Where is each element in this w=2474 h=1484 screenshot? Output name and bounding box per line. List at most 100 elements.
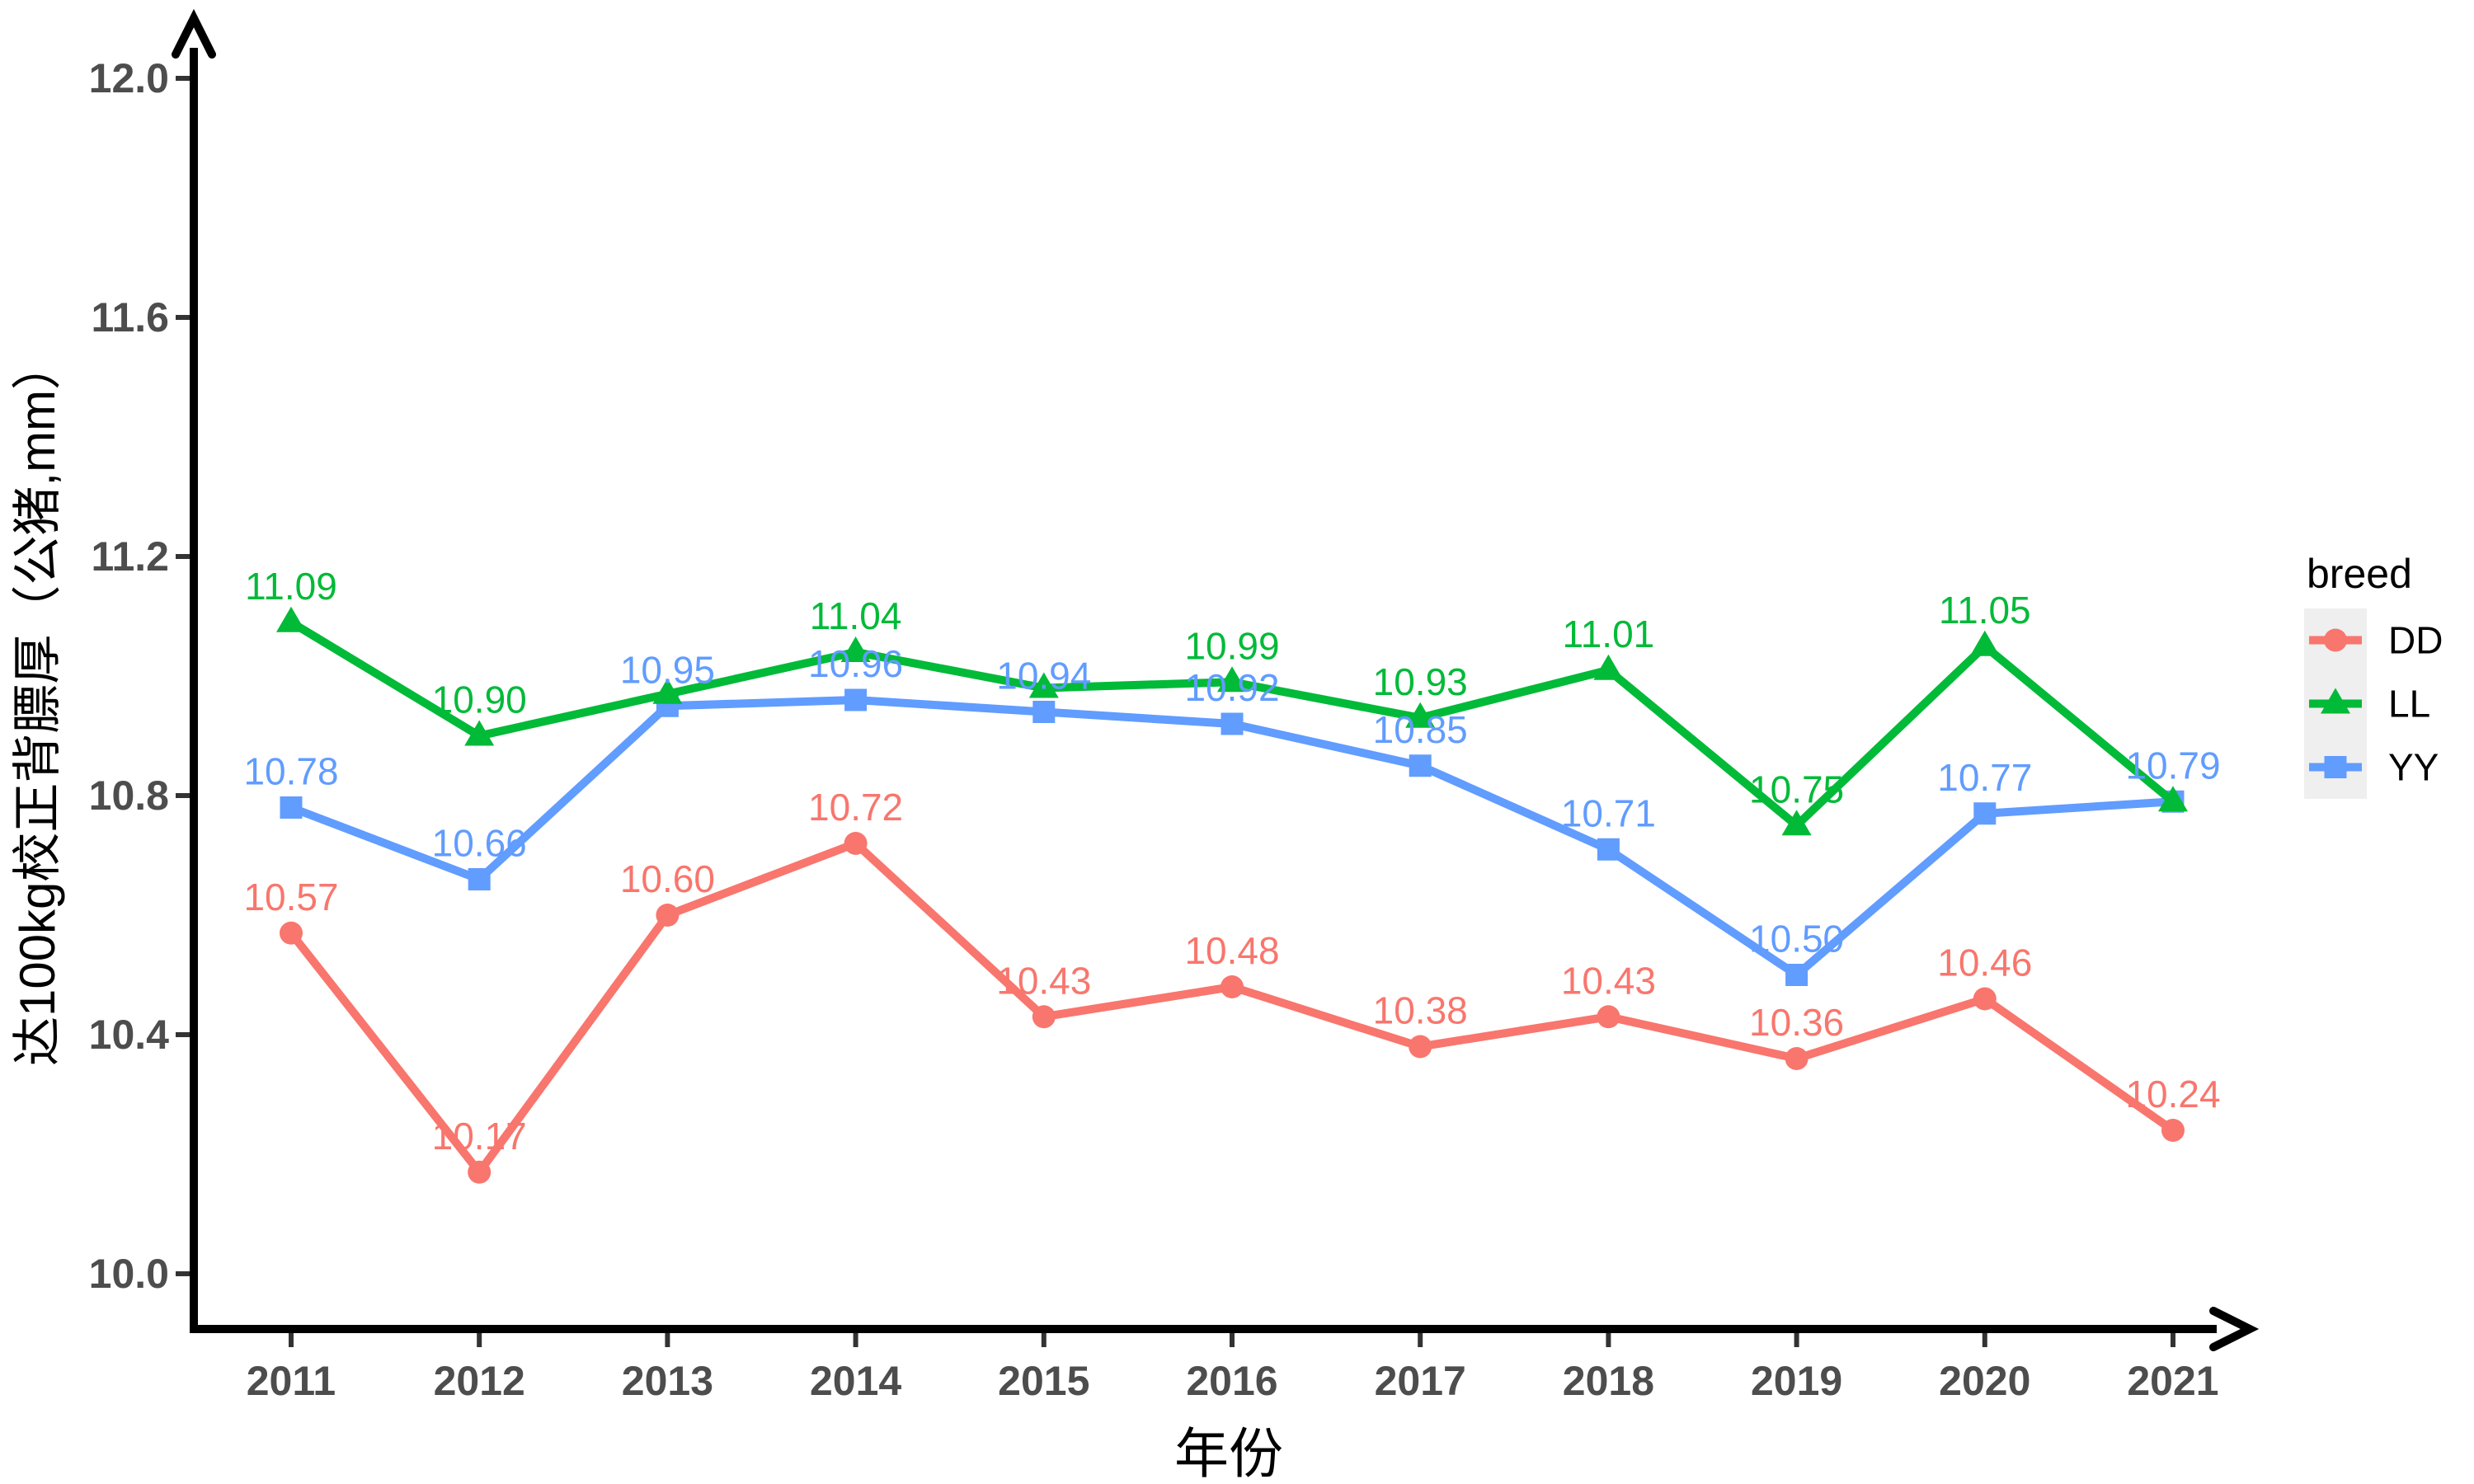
x-axis-title: 年份 (1174, 1423, 1283, 1484)
point-DD-2021 (2161, 1119, 2185, 1142)
point-LL-2016 (1217, 666, 1247, 693)
data-label-DD-2015: 10.43 (996, 959, 1091, 1002)
point-LL-2012 (464, 720, 495, 746)
data-label-LL-2012: 10.90 (432, 679, 527, 721)
data-label-YY-2021: 10.79 (2125, 744, 2220, 787)
data-label-LL-2014: 11.04 (810, 594, 902, 637)
data-label-LL-2019: 10.75 (1749, 768, 1844, 810)
data-label-YY-2013: 10.95 (620, 648, 715, 691)
axes-layer: 12.0 11.6 11.2 10.8 10.4 10.0 2011 2012 2013 2014… (89, 8, 2260, 1404)
legend-entry-label: DD (2388, 619, 2443, 662)
point-YY-2017 (1409, 754, 1432, 777)
point-DD-2017 (1409, 1035, 1432, 1059)
data-label-YY-2015: 10.94 (996, 655, 1091, 697)
x-tick-label: 2014 (810, 1358, 901, 1404)
data-label-DD-2013: 10.60 (620, 857, 715, 900)
point-LL-2020 (1969, 630, 2000, 656)
data-label-LL-2011: 11.09 (245, 565, 337, 608)
point-DD-2019 (1785, 1047, 1808, 1070)
data-label-YY-2014: 10.96 (808, 642, 903, 685)
x-tick-label: 2021 (2127, 1358, 2218, 1404)
data-label-DD-2012: 10.17 (432, 1115, 527, 1158)
point-DD-2013 (656, 904, 680, 927)
point-YY-2015 (1032, 701, 1056, 723)
data-label-DD-2011: 10.57 (243, 876, 338, 918)
data-label-DD-2019: 10.36 (1749, 1001, 1844, 1044)
point-YY-2012 (468, 868, 491, 890)
data-label-DD-2021: 10.24 (2125, 1073, 2220, 1115)
point-LL-2011 (276, 606, 306, 632)
series-DD (280, 832, 2185, 1184)
point-LL-2017 (1405, 702, 1436, 728)
series-YY (280, 688, 2185, 986)
data-label-LL-2017: 10.93 (1373, 660, 1468, 703)
data-label-YY-2018: 10.71 (1561, 791, 1656, 834)
x-tick-label: 2013 (622, 1358, 713, 1404)
data-label-DD-2017: 10.38 (1373, 989, 1468, 1032)
point-DD-2014 (844, 832, 868, 855)
point-YY-2014 (844, 688, 868, 711)
point-DD-2012 (468, 1160, 492, 1184)
y-tick-label: 10.4 (89, 1012, 170, 1058)
point-LL-2015 (1028, 672, 1059, 698)
point-LL-2021 (2158, 786, 2188, 812)
y-tick-label: 12.0 (89, 55, 169, 101)
x-tick-label: 2012 (434, 1358, 525, 1404)
x-tick-label: 2017 (1375, 1358, 1466, 1404)
point-DD-2018 (1597, 1005, 1620, 1029)
point-LL-2018 (1593, 654, 1624, 680)
data-label-YY-2011: 10.78 (243, 750, 338, 793)
point-DD-2015 (1032, 1005, 1056, 1029)
legend-entry-label: LL (2388, 683, 2430, 726)
data-label-YY-2020: 10.77 (1937, 756, 2032, 799)
x-tick-label: 2020 (1939, 1358, 2030, 1404)
point-DD-2020 (1973, 987, 1997, 1011)
legend: DD LL YY (2304, 608, 2443, 799)
legend-entry-LL: LL (2309, 683, 2430, 726)
x-axis-arrow (2209, 1307, 2260, 1351)
legend-entry-DD: DD (2309, 619, 2443, 662)
data-label-YY-2016: 10.92 (1184, 666, 1279, 709)
data-label-DD-2018: 10.43 (1561, 959, 1656, 1002)
data-label-DD-2014: 10.72 (808, 786, 903, 829)
legend-key-marker (2321, 688, 2350, 714)
legend-entry-label: YY (2388, 746, 2439, 789)
x-tick-label: 2015 (998, 1358, 1089, 1404)
point-YY-2020 (1973, 802, 1997, 825)
data-label-DD-2020: 10.46 (1937, 942, 2032, 984)
x-tick-label: 2019 (1751, 1358, 1842, 1404)
data-label-LL-2018: 11.01 (1563, 613, 1655, 655)
data-label-YY-2019: 10.50 (1749, 918, 1844, 960)
legend-entry-YY: YY (2309, 746, 2439, 789)
point-DD-2016 (1221, 975, 1244, 998)
series-LL (276, 606, 2188, 836)
point-DD-2011 (280, 921, 303, 945)
point-YY-2019 (1785, 964, 1808, 986)
point-LL-2013 (652, 678, 683, 704)
point-LL-2019 (1781, 810, 1812, 836)
point-YY-2016 (1221, 712, 1244, 735)
x-tick-label: 2016 (1186, 1358, 1277, 1404)
x-tick-label: 2018 (1563, 1358, 1654, 1404)
data-label-YY-2017: 10.85 (1373, 708, 1468, 751)
y-tick-label: 11.2 (91, 533, 169, 580)
point-YY-2011 (280, 796, 303, 819)
data-label-YY-2012: 10.66 (432, 822, 527, 865)
legend-key-marker (2324, 756, 2347, 778)
data-labels-layer: 10.57 10.17 10.60 10.72 10.43 10.48 10.38 10.43… (243, 565, 2220, 1158)
point-YY-2018 (1597, 838, 1620, 861)
point-LL-2014 (840, 636, 871, 662)
data-label-LL-2020: 11.05 (1939, 589, 2031, 632)
y-tick-label: 10.0 (89, 1251, 169, 1297)
data-label-LL-2016: 10.99 (1184, 624, 1279, 667)
y-axis-arrow (172, 8, 216, 59)
y-tick-label: 10.8 (89, 773, 169, 819)
data-label-DD-2016: 10.48 (1184, 929, 1279, 972)
x-tick-label: 2011 (247, 1358, 336, 1404)
y-axis-title: 达100kg校正背膘厚（公猪,mm） (10, 340, 65, 1066)
series-layer (276, 606, 2188, 1184)
y-tick-label: 11.6 (91, 294, 169, 340)
legend-key-marker (2324, 628, 2347, 652)
